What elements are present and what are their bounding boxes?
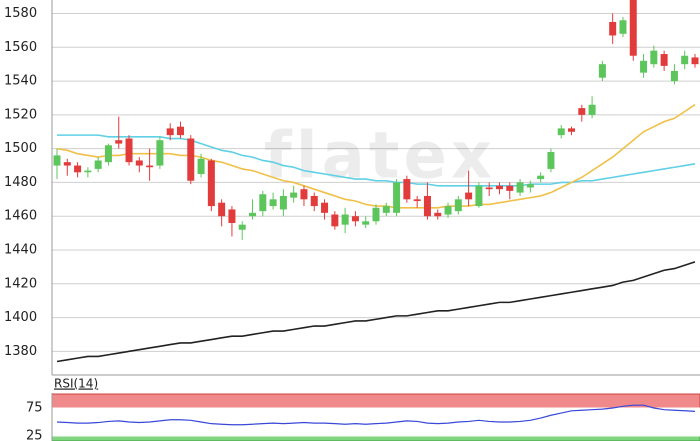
candle-body: [578, 108, 586, 115]
candle-body: [423, 195, 431, 217]
candle-body: [84, 170, 92, 173]
candle-body: [187, 138, 195, 181]
candle-body: [516, 182, 524, 193]
y-tick-label: 1440: [4, 243, 37, 258]
candle-body: [249, 212, 257, 217]
candle-body: [547, 152, 555, 169]
candle-body: [63, 162, 71, 166]
oversold-zone: [51, 435, 700, 441]
candle-body: [434, 212, 442, 217]
y-tick-label: 1540: [4, 74, 37, 89]
y-tick-label: 75: [26, 400, 43, 415]
candle-body: [609, 21, 617, 36]
y-tick-label: 1500: [4, 141, 37, 156]
candle-body: [526, 184, 534, 188]
candle-body: [259, 194, 267, 212]
candle-body: [310, 195, 318, 207]
candle-body: [660, 54, 668, 66]
overbought-zone: [51, 393, 700, 409]
candle-body: [269, 199, 277, 207]
y-tick-label: 1520: [4, 107, 37, 122]
candle-body: [207, 160, 215, 207]
candle-body: [413, 199, 421, 202]
candle-body: [465, 192, 473, 200]
y-tick-label: 1480: [4, 175, 37, 190]
candle-body: [382, 206, 390, 213]
candle-body: [670, 70, 678, 82]
moving-average-line: [57, 134, 696, 187]
candle-body: [444, 206, 452, 215]
candle-body: [279, 195, 287, 210]
candle-body: [146, 165, 154, 168]
candle-body: [290, 192, 298, 198]
candle-body: [135, 160, 143, 166]
candle-body: [115, 140, 123, 144]
candle-body: [568, 128, 576, 132]
candle-body: [238, 224, 246, 230]
candle-body: [537, 175, 545, 180]
candle-body: [321, 202, 329, 213]
candle-body: [94, 160, 102, 169]
candle-body: [506, 185, 514, 191]
candle-body: [598, 64, 606, 78]
candle-body: [454, 199, 462, 212]
candle-body: [629, 0, 637, 56]
candle-body: [351, 216, 359, 222]
candle-body: [619, 20, 627, 34]
y-tick-label: 1580: [4, 6, 37, 21]
y-tick-label: 1460: [4, 209, 37, 224]
plot-area: [53, 0, 699, 363]
y-tick-label: 25: [26, 428, 43, 441]
candle-body: [640, 60, 648, 73]
candle-body: [372, 207, 380, 222]
moving-average-line: [56, 261, 696, 363]
y-tick-label: 1560: [4, 40, 37, 55]
candle-body: [176, 126, 184, 136]
candle-body: [393, 182, 401, 213]
candle-body: [362, 221, 370, 225]
y-tick-label: 1420: [4, 276, 37, 291]
candle-body: [125, 138, 133, 163]
candle-body: [104, 145, 112, 163]
candle-body: [74, 165, 82, 173]
candle-body: [557, 128, 565, 136]
candle-body: [691, 57, 699, 65]
y-tick-label: 1400: [4, 310, 37, 325]
candle-body: [197, 158, 205, 174]
candle-body: [156, 140, 164, 166]
candle-body: [53, 155, 61, 166]
candle-body: [475, 185, 483, 207]
candle-body: [495, 185, 503, 190]
candle-body: [300, 189, 308, 200]
candle-body: [403, 179, 411, 200]
candle-body: [218, 202, 226, 217]
panel-title: RSI(14): [54, 377, 98, 391]
watermark: flatex: [264, 120, 496, 194]
candle-body: [681, 55, 689, 65]
y-tick-label: 1380: [4, 344, 37, 359]
plot-area: [56, 404, 696, 426]
candle-body: [228, 209, 236, 223]
candle-body: [341, 214, 349, 225]
candle-body: [331, 214, 339, 227]
candle-body: [166, 128, 174, 136]
candle-body: [650, 50, 658, 65]
candle-body: [588, 104, 596, 115]
candle-body: [485, 187, 493, 190]
rsi-line: [56, 404, 696, 426]
